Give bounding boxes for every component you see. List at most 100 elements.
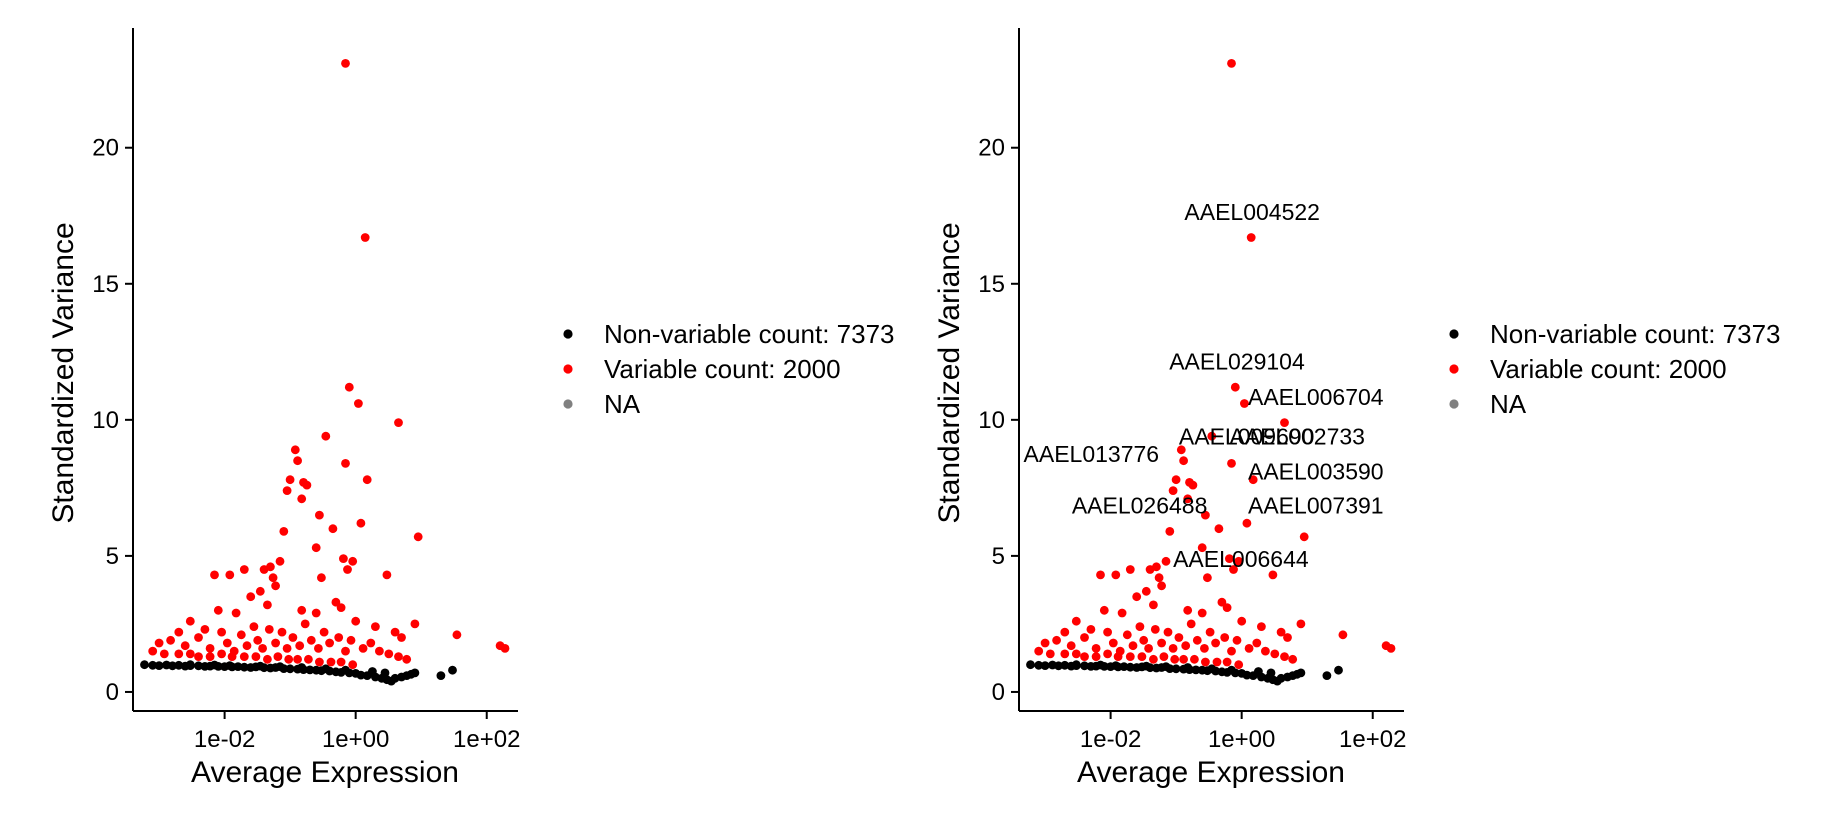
left-variable-point-18 [413, 532, 423, 542]
left-variable-point-97 [263, 654, 272, 664]
right-variable-point-32 [1203, 573, 1212, 583]
left-variable-point-57 [180, 641, 190, 651]
left-variable-point-23 [343, 565, 352, 574]
left-variable-point-41 [231, 608, 241, 618]
left-nonvariable-point-33 [356, 670, 366, 680]
left-nonvariable-point-49 [255, 661, 265, 671]
left-variable-point-2 [344, 382, 354, 392]
left-nonvariable-point-51 [297, 663, 307, 672]
left-variable-point-51 [185, 616, 195, 626]
right-variable-point-13 [1185, 478, 1194, 487]
left-variable-point-49 [410, 619, 420, 629]
left-variable-point-15 [315, 510, 324, 520]
left-variable-point-93 [217, 649, 227, 659]
right-variable-point-55 [1052, 635, 1061, 645]
left-variable-point-34 [255, 586, 265, 596]
right-variable-point-65 [1135, 622, 1145, 631]
left-variable-point-45 [390, 627, 400, 637]
right-variable-point-23 [1229, 565, 1238, 574]
gene-label-aael026488: AAEL026488 [1072, 493, 1208, 519]
right-nonvariable-point-50 [1161, 662, 1171, 671]
left-nonvariable-point-55 [380, 668, 390, 678]
right-variable-point-69 [1157, 638, 1166, 648]
left-nonvariable-point-46 [185, 660, 195, 670]
right-variable-point-1 [1246, 233, 1256, 242]
right-variable-point-10 [1168, 486, 1178, 495]
right-variable-point-19 [1165, 527, 1175, 536]
left-variable-point-92 [205, 652, 215, 661]
right-nonvariable-point-54 [1254, 667, 1263, 676]
left-variable-point-77 [319, 627, 329, 637]
right-variable-point-6 [1176, 445, 1186, 455]
right-variable-point-103 [1212, 657, 1222, 667]
right-variable-point-78 [1211, 638, 1220, 648]
left-variable-point-61 [222, 638, 232, 648]
right-nonvariable-point-2 [1040, 661, 1050, 670]
left-nonvariable-point-2 [154, 661, 164, 670]
right-nonvariable-point-43 [1296, 668, 1306, 678]
left-variable-point-90 [185, 649, 195, 659]
left-variable-point-52 [200, 625, 210, 634]
right-variable-point-104 [1222, 657, 1232, 667]
left-legend-key-1 [563, 364, 573, 374]
right-gene-labels: AAEL004522 AAEL029104 AAEL006704 AAEL009690… [1024, 199, 1384, 572]
right-point-layer [1026, 59, 1396, 686]
right-variable-point-4 [1280, 418, 1289, 427]
left-variable-point-42 [336, 603, 346, 612]
right-variable-point-101 [1190, 654, 1199, 664]
right-variable-point-100 [1179, 654, 1188, 664]
left-variable-point-66 [253, 635, 263, 645]
right-variable-point-16 [1214, 524, 1224, 534]
right-x-tick-label: 1e+02 [1339, 726, 1406, 753]
right-legend-label-1: Variable count: 2000 [1490, 354, 1727, 384]
left-variable-point-35 [246, 592, 256, 602]
left-variable-point-27 [268, 573, 278, 583]
gene-label-aael006644: AAEL006644 [1173, 546, 1309, 572]
left-x-tick-label: 1e+00 [322, 726, 389, 753]
right-legend-label-0: Non-variable count: 7373 [1490, 319, 1781, 349]
right-nonvariable-point-55 [1266, 668, 1276, 678]
left-variable-point-31 [382, 570, 392, 580]
right-variable-point-67 [1144, 644, 1153, 653]
left-y-tick-label: 5 [106, 543, 119, 570]
right-nonvariable-point-53 [1227, 665, 1236, 675]
left-variable-point-91 [194, 652, 203, 661]
left-y-tick-label: 10 [92, 407, 119, 434]
left-variable-point-87 [402, 654, 412, 664]
right-variable-point-58 [1080, 633, 1089, 642]
left-nonvariable-point-22 [285, 664, 295, 674]
left-variable-point-73 [295, 641, 305, 651]
right-x-ticks: 1e-02 1e+00 1e+02 [1080, 711, 1406, 753]
left-variable-point-68 [264, 625, 274, 634]
left-variable-point-56 [148, 646, 158, 656]
right-variable-point-83 [1252, 638, 1262, 648]
right-variable-point-30 [1096, 570, 1105, 580]
right-variable-point-27 [1154, 573, 1164, 583]
left-scatter-panel: 0 5 10 15 20 1e-02 1e+00 1e+02 Average Express… [47, 28, 895, 789]
right-y-tick-label: 10 [978, 407, 1005, 434]
right-variable-point-95 [1125, 652, 1135, 661]
right-variable-point-59 [1091, 644, 1101, 653]
right-variable-point-33 [1157, 581, 1166, 591]
left-variable-point-32 [317, 573, 326, 583]
right-variable-point-21 [1225, 554, 1234, 563]
left-variable-point-79 [334, 633, 344, 642]
left-variable-point-70 [277, 627, 287, 637]
right-nonvariable-point-4 [1054, 661, 1063, 671]
left-x-tick-label: 1e+02 [453, 726, 520, 753]
right-variable-point-68 [1150, 625, 1160, 634]
right-variable-point-45 [1276, 627, 1286, 637]
right-legend-key-0 [1449, 329, 1459, 339]
right-variable-point-51 [1071, 616, 1081, 626]
right-variable-point-24 [1161, 556, 1171, 566]
left-variable-point-19 [279, 527, 289, 536]
left-variable-point-100 [293, 654, 302, 664]
right-variable-point-18 [1299, 532, 1309, 542]
right-variable-point-64 [1128, 641, 1138, 651]
left-nonvariable-point-5 [174, 660, 184, 670]
left-variable-point-63 [236, 630, 246, 640]
right-variable-point-96 [1137, 652, 1147, 661]
right-variable-point-3 [1240, 399, 1249, 408]
right-nonvariable-point-46 [1071, 660, 1081, 670]
